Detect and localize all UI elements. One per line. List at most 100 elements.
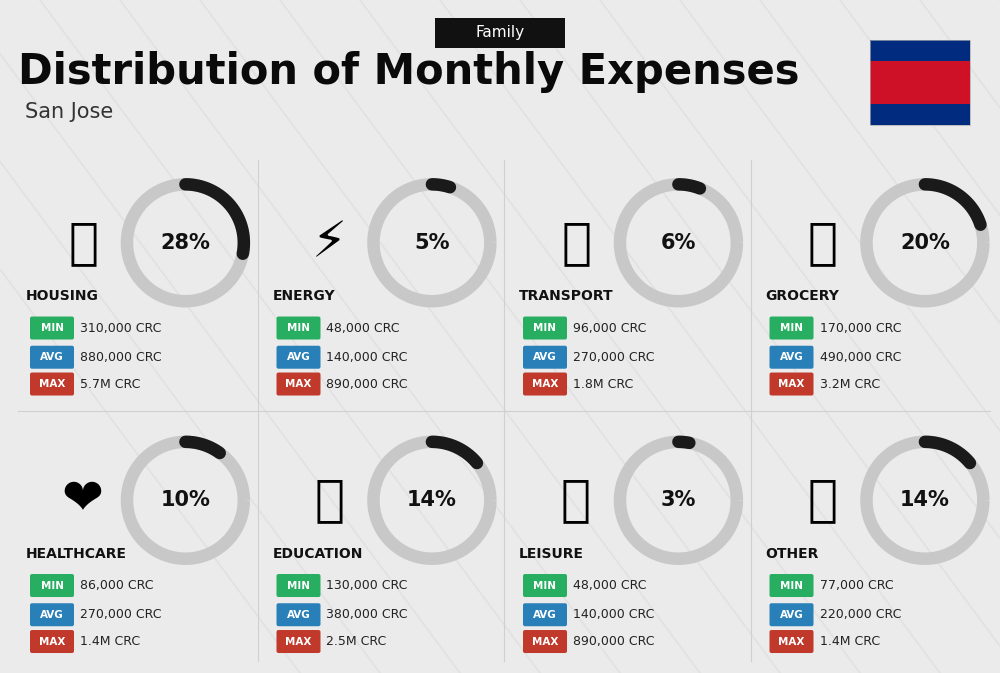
Bar — [870, 104, 970, 125]
Text: 270,000 CRC: 270,000 CRC — [573, 351, 654, 363]
Text: MIN: MIN — [534, 323, 556, 333]
Text: MAX: MAX — [285, 379, 312, 389]
FancyBboxPatch shape — [770, 346, 814, 369]
FancyBboxPatch shape — [435, 18, 565, 48]
Text: ⚡: ⚡ — [312, 219, 347, 267]
Text: MIN: MIN — [40, 323, 64, 333]
FancyBboxPatch shape — [30, 346, 74, 369]
Text: 10%: 10% — [160, 491, 210, 510]
FancyBboxPatch shape — [30, 373, 74, 396]
Text: HEALTHCARE: HEALTHCARE — [26, 547, 127, 561]
Text: LEISURE: LEISURE — [519, 547, 584, 561]
FancyBboxPatch shape — [276, 346, 320, 369]
Text: AVG: AVG — [40, 352, 64, 362]
Text: 🎓: 🎓 — [315, 476, 345, 524]
FancyBboxPatch shape — [276, 316, 320, 339]
Bar — [870, 40, 970, 125]
FancyBboxPatch shape — [770, 603, 814, 627]
Text: TRANSPORT: TRANSPORT — [519, 289, 614, 304]
Text: AVG: AVG — [533, 610, 557, 620]
Text: HOUSING: HOUSING — [26, 289, 99, 304]
Text: 140,000 CRC: 140,000 CRC — [326, 351, 408, 363]
Text: 220,000 CRC: 220,000 CRC — [820, 608, 901, 621]
Text: 890,000 CRC: 890,000 CRC — [326, 378, 408, 390]
Text: AVG: AVG — [287, 610, 310, 620]
Text: 28%: 28% — [160, 233, 210, 253]
Text: 3%: 3% — [661, 491, 696, 510]
Text: 310,000 CRC: 310,000 CRC — [80, 322, 161, 334]
Text: 14%: 14% — [407, 491, 457, 510]
Bar — [870, 40, 970, 61]
Text: 5.7M CRC: 5.7M CRC — [80, 378, 140, 390]
Text: 48,000 CRC: 48,000 CRC — [326, 322, 400, 334]
Text: AVG: AVG — [780, 610, 803, 620]
Text: 5%: 5% — [414, 233, 450, 253]
FancyBboxPatch shape — [276, 603, 320, 627]
Text: 6%: 6% — [661, 233, 696, 253]
Text: 490,000 CRC: 490,000 CRC — [820, 351, 901, 363]
Text: 3.2M CRC: 3.2M CRC — [820, 378, 880, 390]
Text: 48,000 CRC: 48,000 CRC — [573, 579, 646, 592]
Text: MIN: MIN — [40, 581, 64, 590]
Text: MAX: MAX — [778, 379, 805, 389]
FancyBboxPatch shape — [523, 373, 567, 396]
Text: 1.8M CRC: 1.8M CRC — [573, 378, 633, 390]
Text: AVG: AVG — [40, 610, 64, 620]
Text: MAX: MAX — [532, 379, 558, 389]
Text: AVG: AVG — [287, 352, 310, 362]
Text: 2.5M CRC: 2.5M CRC — [326, 635, 387, 648]
Text: 130,000 CRC: 130,000 CRC — [326, 579, 408, 592]
FancyBboxPatch shape — [770, 316, 814, 339]
Text: MIN: MIN — [534, 581, 556, 590]
Text: 🏢: 🏢 — [68, 219, 98, 267]
Text: 1.4M CRC: 1.4M CRC — [80, 635, 140, 648]
FancyBboxPatch shape — [276, 373, 320, 396]
Text: MIN: MIN — [287, 581, 310, 590]
FancyBboxPatch shape — [276, 574, 320, 597]
Text: EDUCATION: EDUCATION — [272, 547, 363, 561]
Text: MIN: MIN — [780, 323, 803, 333]
FancyBboxPatch shape — [30, 316, 74, 339]
Text: 140,000 CRC: 140,000 CRC — [573, 608, 654, 621]
Text: 96,000 CRC: 96,000 CRC — [573, 322, 646, 334]
Text: MAX: MAX — [285, 637, 312, 647]
Text: 380,000 CRC: 380,000 CRC — [326, 608, 408, 621]
Text: MAX: MAX — [532, 637, 558, 647]
Text: 77,000 CRC: 77,000 CRC — [820, 579, 893, 592]
Text: 170,000 CRC: 170,000 CRC — [820, 322, 901, 334]
Text: 1.4M CRC: 1.4M CRC — [820, 635, 880, 648]
Text: 🛍️: 🛍️ — [561, 476, 591, 524]
Text: OTHER: OTHER — [766, 547, 819, 561]
Text: AVG: AVG — [780, 352, 803, 362]
FancyBboxPatch shape — [30, 603, 74, 627]
Text: 🛒: 🛒 — [808, 219, 838, 267]
Text: AVG: AVG — [533, 352, 557, 362]
Bar — [870, 61, 970, 104]
Text: 86,000 CRC: 86,000 CRC — [80, 579, 154, 592]
Text: 890,000 CRC: 890,000 CRC — [573, 635, 654, 648]
FancyBboxPatch shape — [770, 630, 814, 653]
FancyBboxPatch shape — [30, 574, 74, 597]
FancyBboxPatch shape — [770, 574, 814, 597]
Text: MAX: MAX — [778, 637, 805, 647]
Text: ❤️: ❤️ — [62, 476, 104, 524]
FancyBboxPatch shape — [30, 630, 74, 653]
Text: 👜: 👜 — [808, 476, 838, 524]
Text: 🚌: 🚌 — [561, 219, 591, 267]
Text: ENERGY: ENERGY — [272, 289, 335, 304]
Text: MAX: MAX — [39, 379, 65, 389]
FancyBboxPatch shape — [523, 630, 567, 653]
FancyBboxPatch shape — [276, 630, 320, 653]
Text: 20%: 20% — [900, 233, 950, 253]
FancyBboxPatch shape — [523, 574, 567, 597]
FancyBboxPatch shape — [523, 603, 567, 627]
Text: MIN: MIN — [780, 581, 803, 590]
FancyBboxPatch shape — [770, 373, 814, 396]
Text: 14%: 14% — [900, 491, 950, 510]
FancyBboxPatch shape — [523, 316, 567, 339]
Text: GROCERY: GROCERY — [766, 289, 839, 304]
Text: San Jose: San Jose — [25, 102, 113, 122]
FancyBboxPatch shape — [523, 346, 567, 369]
Text: MAX: MAX — [39, 637, 65, 647]
Text: Distribution of Monthly Expenses: Distribution of Monthly Expenses — [18, 51, 800, 93]
